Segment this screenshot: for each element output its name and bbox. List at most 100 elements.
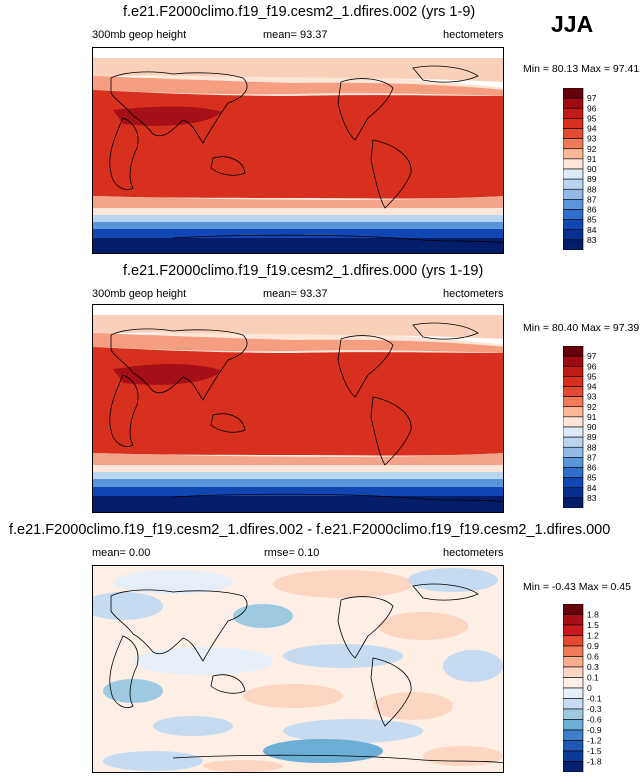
contour-band-97	[113, 364, 223, 385]
colorbar-3-label-3: 0.9	[587, 641, 599, 651]
colorbar-2-box-0	[562, 345, 584, 357]
colorbar-3-box-1	[562, 614, 584, 626]
colorbar-1-label-6: 91	[587, 154, 597, 164]
colorbar-1-box-2	[562, 107, 584, 119]
contour-band-neg-3	[93, 215, 503, 222]
panel-3-rmse-label: rmse= 0.10	[264, 547, 320, 559]
panel-1-units-label: hectometers	[443, 29, 504, 41]
colorbar-2-box-3	[562, 376, 584, 387]
colorbar-1-box-14	[562, 229, 584, 241]
contour-band-neg-1	[93, 196, 503, 208]
colorbar-1-box-4	[562, 128, 584, 139]
coastlines	[109, 65, 503, 244]
colorbar-2-label-12: 85	[587, 473, 597, 483]
contour-band-neg-6	[93, 238, 503, 253]
colorbar-1-label-3: 94	[587, 124, 597, 134]
colorbar-3-label-9: -0.3	[587, 704, 602, 714]
colorbar-3-label-5: 0.3	[587, 662, 599, 672]
colorbar-2-label-2: 95	[587, 371, 597, 381]
colorbar-2-box-6	[562, 406, 584, 418]
contour-band-93-96	[93, 90, 503, 199]
contour-band-neg-5	[93, 229, 503, 238]
colorbar-1-box-0	[562, 87, 584, 99]
panel-3-colorbar: 1.8 1.5 1.2 0.9 0.6 0.3 0.1 0 -0.1 -0.3 -0.6 -0.9 -1…	[562, 603, 613, 777]
panel-1-minmax: Min = 80.13 Max = 97.41	[523, 63, 640, 75]
colorbar-2-label-13: 84	[587, 483, 597, 493]
contour-band-neg-2	[93, 208, 503, 215]
colorbar-1-label-10: 87	[587, 194, 597, 204]
colorbar-3-box-14	[562, 750, 584, 762]
colorbar-3-label-14: -1.8	[587, 757, 602, 767]
colorbar-2-label-11: 86	[587, 463, 597, 473]
colorbar-2-label-5: 92	[587, 402, 597, 412]
panel-2-map	[92, 304, 504, 513]
colorbar-3-box-13	[562, 740, 584, 752]
colorbar-2-box-12	[562, 467, 584, 478]
colorbar-1-box-11	[562, 199, 584, 210]
colorbar-3-box-5	[562, 656, 584, 668]
colorbar-2-label-7: 90	[587, 422, 597, 432]
colorbar-2-label-8: 89	[587, 432, 597, 442]
colorbar-1-box-6	[562, 148, 584, 160]
colorbar-1-label-14: 83	[587, 235, 597, 245]
colorbar-1-box-13	[562, 219, 584, 231]
colorbar-1-box-12	[562, 209, 584, 220]
panel-1-colorbar: 97 96 95 94 93 92 91 90 89 88 87 86 85 84 83	[562, 87, 613, 255]
colorbar-2-box-13	[562, 477, 584, 489]
colorbar-2-label-9: 88	[587, 442, 597, 452]
colorbar-3-box-2	[562, 624, 584, 636]
colorbar-3-label-8: -0.1	[587, 694, 602, 704]
contour-band-neg-4	[93, 479, 503, 487]
colorbar-1-box-7	[562, 158, 584, 170]
colorbar-2-box-9	[562, 436, 584, 448]
colorbar-2-box-7	[562, 416, 584, 428]
contour-band-93-96	[93, 347, 503, 456]
panel-1-title: f.e21.F2000climo.f19_f19.cesm2_1.dfires.…	[123, 4, 476, 20]
panel-3-title: f.e21.F2000climo.f19_f19.cesm2_1.dfires.…	[9, 522, 611, 538]
panel-3-mean-label: mean= 0.00	[92, 547, 151, 559]
colorbar-1-box-9	[562, 178, 584, 190]
contour-band-92	[93, 76, 503, 96]
colorbar-1-label-12: 85	[587, 215, 597, 225]
colorbar-1-box-8	[562, 168, 584, 180]
colorbar-1-box-1	[562, 97, 584, 109]
coastlines	[109, 322, 503, 503]
colorbar-2-box-4	[562, 386, 584, 397]
contour-band-neg-3	[93, 472, 503, 479]
contour-band-91	[93, 315, 503, 339]
colorbar-2-box-1	[562, 355, 584, 367]
colorbar-1-label-8: 89	[587, 174, 597, 184]
panel-1-map	[92, 47, 504, 254]
colorbar-3-box-12	[562, 729, 584, 741]
colorbar-3-label-1: 1.5	[587, 620, 599, 630]
contour-band-neg-1	[93, 453, 503, 465]
panel-3-map	[92, 565, 504, 773]
colorbar-1-box-15	[562, 239, 584, 251]
colorbar-1-label-0: 97	[587, 93, 597, 103]
colorbar-3-box-3	[562, 635, 584, 647]
colorbar-3-label-6: 0.1	[587, 673, 599, 683]
panel-2-variable-label: 300mb geop height	[92, 288, 187, 300]
coastlines	[109, 583, 503, 764]
colorbar-3-box-10	[562, 708, 584, 720]
colorbar-2-label-14: 83	[587, 493, 597, 503]
panel-2-mean-label: mean= 93.37	[263, 288, 328, 300]
contour-band-neg-4	[93, 222, 503, 229]
colorbar-2-label-4: 93	[587, 392, 597, 402]
colorbar-2-label-10: 87	[587, 452, 597, 462]
colorbar-1-label-9: 88	[587, 184, 597, 194]
colorbar-2-label-0: 97	[587, 351, 597, 361]
colorbar-3-box-11	[562, 719, 584, 731]
colorbar-1-label-5: 92	[587, 144, 597, 154]
panel-1-variable-label: 300mb geop height	[92, 29, 187, 41]
colorbar-3-box-9	[562, 698, 584, 710]
colorbar-3-label-13: -1.5	[587, 746, 602, 756]
colorbar-3-label-11: -0.9	[587, 725, 602, 735]
colorbar-2-box-14	[562, 487, 584, 499]
panel-2-title: f.e21.F2000climo.f19_f19.cesm2_1.dfires.…	[123, 263, 484, 279]
contour-band-92	[93, 333, 503, 353]
panel-3-units-label: hectometers	[443, 547, 504, 559]
contour-band-91	[93, 58, 503, 82]
colorbar-2-box-2	[562, 365, 584, 377]
contour-band-neg-2	[93, 465, 503, 472]
